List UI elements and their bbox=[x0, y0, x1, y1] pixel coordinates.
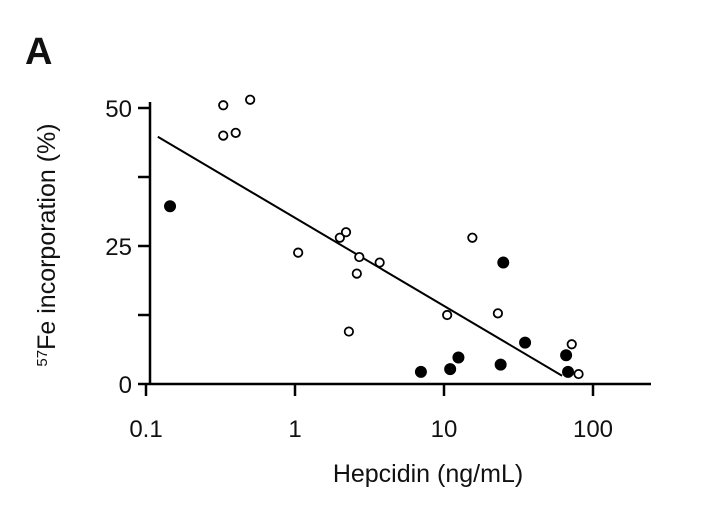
filled-data-point bbox=[444, 363, 457, 376]
panel-label: A bbox=[25, 31, 52, 73]
filled-data-point bbox=[452, 351, 465, 364]
open-data-point bbox=[374, 257, 385, 268]
filled-data-point bbox=[494, 358, 507, 371]
filled-data-point bbox=[497, 256, 510, 269]
open-data-point bbox=[293, 247, 304, 258]
open-data-point bbox=[218, 130, 229, 141]
filled-data-point bbox=[519, 336, 532, 349]
filled-data-point bbox=[562, 365, 575, 378]
open-data-point bbox=[492, 308, 503, 319]
y-tick-label: 50 bbox=[105, 96, 132, 123]
x-tick-label: 100 bbox=[573, 416, 613, 443]
open-data-point bbox=[343, 326, 354, 337]
open-data-point bbox=[467, 232, 478, 243]
filled-data-point bbox=[414, 365, 427, 378]
open-data-point bbox=[351, 268, 362, 279]
open-data-point bbox=[218, 100, 229, 111]
open-data-point bbox=[354, 251, 365, 263]
y-axis-title-main: Fe incorporation (%) bbox=[33, 123, 61, 349]
y-tick-label: 0 bbox=[119, 372, 132, 399]
filled-data-point bbox=[164, 200, 177, 213]
data-points bbox=[164, 94, 584, 380]
open-data-point bbox=[340, 227, 352, 238]
y-axis-title-superscript: 57 bbox=[34, 350, 51, 367]
x-axis-title: Hepcidin (ng/mL) bbox=[333, 460, 523, 488]
open-data-point bbox=[442, 309, 453, 321]
open-data-point bbox=[334, 232, 345, 243]
open-data-point bbox=[566, 339, 577, 350]
filled-data-point bbox=[560, 349, 573, 362]
x-tick-label: 10 bbox=[431, 416, 458, 443]
x-tick-label: 1 bbox=[288, 416, 301, 443]
y-tick-label: 25 bbox=[105, 234, 132, 261]
open-data-point bbox=[245, 94, 256, 105]
open-data-point bbox=[230, 127, 241, 138]
axis-labels: 0 25 50 0.1 1 10 100 Hepcidin (ng/mL) 57Fe incor… bbox=[33, 96, 613, 488]
open-data-point bbox=[573, 368, 584, 380]
x-tick-label: 0.1 bbox=[129, 416, 162, 443]
y-axis-title: 57Fe incorporation (%) bbox=[33, 123, 61, 366]
axes bbox=[138, 102, 651, 396]
